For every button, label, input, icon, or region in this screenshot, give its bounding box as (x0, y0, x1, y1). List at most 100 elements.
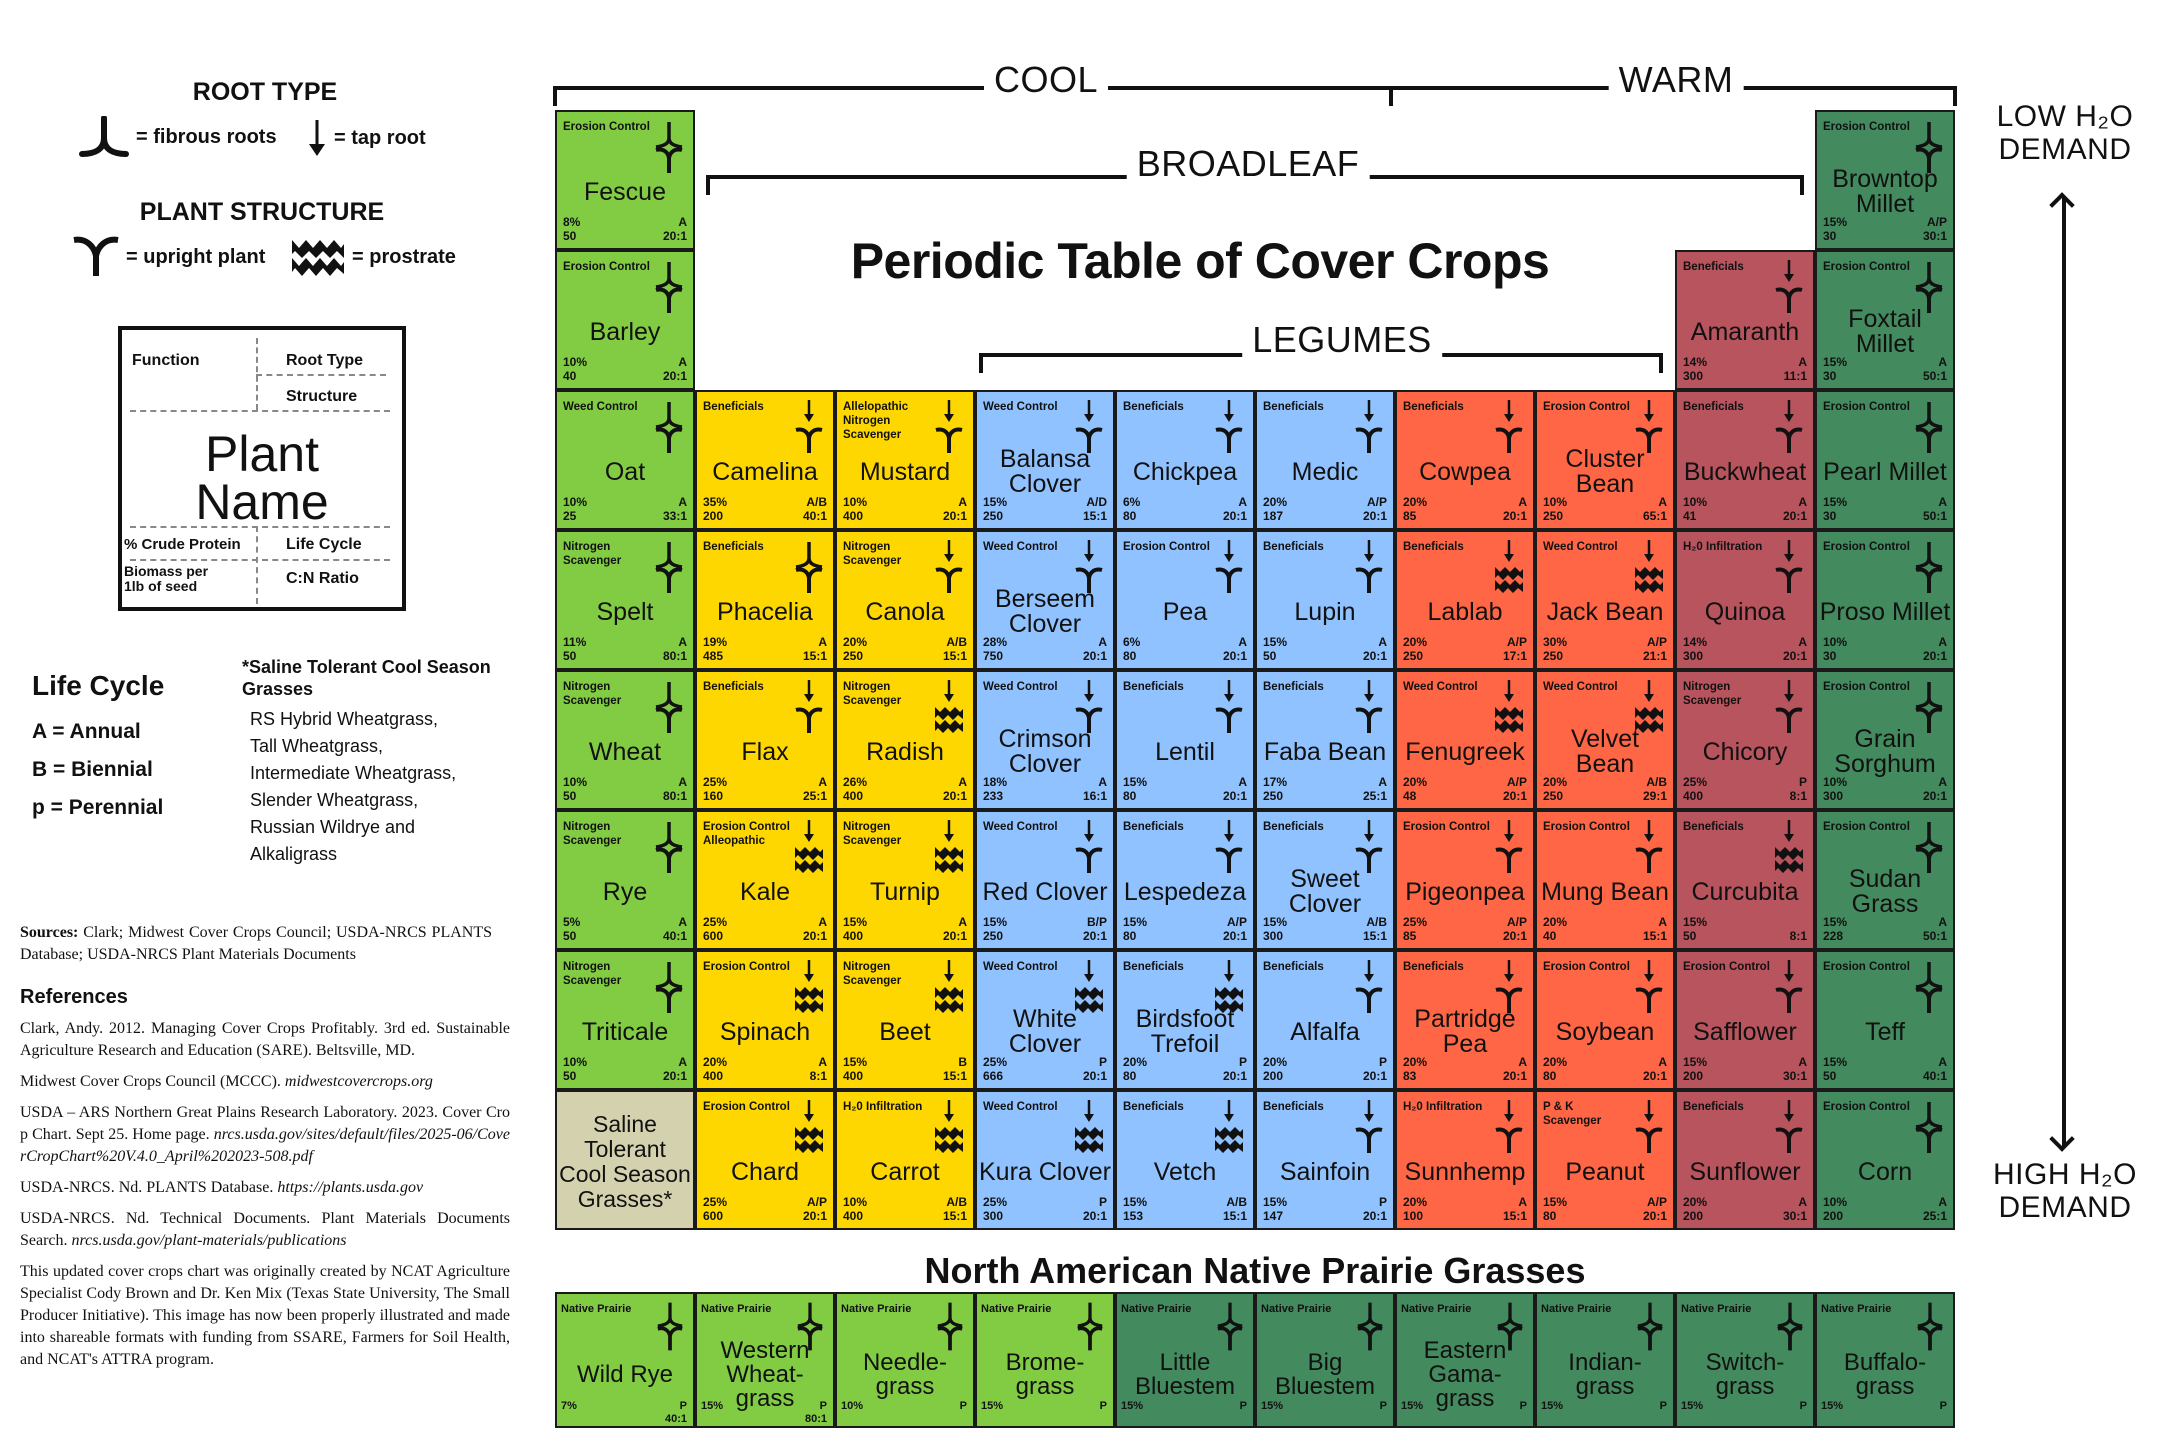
crop-cell-oat: Weed Control Oat 10% 25 A 33:1 (555, 390, 695, 530)
crop-cn-ratio: 20:1 (1922, 789, 1947, 803)
crop-protein: 15% (1123, 1195, 1148, 1209)
crop-life-cn: A/P 20:1 (1503, 915, 1527, 943)
crop-protein-biomass: 20% 40 (1543, 915, 1567, 943)
fibrous-root-upright-icon (1915, 1102, 1943, 1153)
crop-biomass: 30 (1823, 369, 1837, 383)
crop-life-cn: A/P 17:1 (1503, 635, 1527, 663)
legend-tap: = tap root (306, 118, 426, 158)
crop-protein: 15% (1263, 635, 1288, 649)
crop-life-cycle: A (958, 915, 967, 929)
key-plant-name-line2: Name (195, 474, 329, 530)
prairie-cell-wild-rye: Native Prairie Wild Rye 7% P 40:1 (555, 1292, 695, 1428)
crop-life-cycle: A (958, 775, 967, 789)
crop-cell-balansa-clover: Weed Control Balansa Clover 15% 250 A/D 15:1 (975, 390, 1115, 530)
crop-cn-ratio: 15:1 (1642, 929, 1667, 943)
crop-biomass: 250 (843, 649, 864, 663)
crop-function: Erosion Control (1823, 401, 1910, 413)
tap-root-prostrate-icon (935, 960, 963, 1013)
crop-name: Indian-grass (1568, 1349, 1642, 1400)
crop-cell-wheat: Nitrogen Scavenger Wheat 10% 50 A 80:1 (555, 670, 695, 810)
crop-life-cycle: A (818, 635, 827, 649)
crop-life-cycle: A (678, 215, 687, 229)
crop-function: Native Prairie (1681, 1303, 1752, 1315)
crop-protein-biomass: 25% 400 (1683, 775, 1707, 803)
crop-protein: 10% (563, 495, 588, 509)
crop-protein: 10% (841, 1400, 864, 1412)
tap-root-upright-icon (1215, 820, 1243, 873)
sources-label: Sources: (20, 924, 79, 941)
crop-protein-biomass: 20% 250 (1543, 775, 1567, 803)
crop-biomass: 250 (1543, 509, 1564, 523)
crop-name: Alfalfa (1290, 1017, 1360, 1046)
crop-cn-ratio: 29:1 (1642, 789, 1667, 803)
crop-cell-fenugreek: Weed Control Fenugreek 20% 48 A/P 20:1 (1395, 670, 1535, 810)
crop-function: Erosion Control (563, 261, 650, 273)
reference-link[interactable]: nrcs.usda.gov/plant-materials/publicatio… (71, 1232, 347, 1249)
crop-cn-ratio: 20:1 (1082, 649, 1107, 663)
crop-cn-ratio: 20:1 (802, 929, 827, 943)
crop-name: Browntop Millet (1832, 165, 1938, 218)
crop-function: Nitrogen Scavenger (563, 821, 622, 847)
crop-cn-ratio: 40:1 (662, 929, 687, 943)
reference-text: Midwest Cover Crops Council (MCCC). (20, 1073, 285, 1090)
crop-name: Pigeonpea (1405, 877, 1525, 906)
crop-life-cycle: A (1658, 915, 1667, 929)
crop-function: Beneficials (1263, 541, 1324, 553)
tap-root-upright-icon (1355, 540, 1383, 593)
crop-function: Nitrogen Scavenger (563, 541, 622, 567)
crop-name: Birdsfoot Trefoil (1135, 1005, 1235, 1058)
crop-cn-ratio: 20:1 (1082, 929, 1107, 943)
crop-protein-biomass: 15% 300 (1263, 915, 1287, 943)
reference-link[interactable]: https://plants.usda.gov (277, 1179, 424, 1196)
saline-note-item: Tall Wheatgrass, (250, 736, 384, 756)
crop-cell-pigeonpea: Erosion Control Pigeonpea 25% 85 A/P 20:1 (1395, 810, 1535, 950)
crop-protein: 15% (1823, 495, 1848, 509)
cool-label: COOL (983, 62, 1109, 98)
crop-name: Medic (1291, 457, 1359, 486)
crop-life-cn: A 25:1 (1363, 775, 1387, 803)
crop-cell-radish: Nitrogen Scavenger Radish 26% 400 A 20:1 (835, 670, 975, 810)
crop-function: Erosion Control (703, 1101, 790, 1113)
crop-cell-birdsfoot-trefoil: Beneficials Birdsfoot Trefoil 20% 80 P 20:1 (1115, 950, 1255, 1090)
crop-life-cycle: P (1799, 1400, 1807, 1412)
crop-life-cn: A 50:1 (1923, 915, 1947, 943)
crop-function: H₂0 Infiltration (843, 1101, 923, 1113)
crop-life-cycle: A (1938, 775, 1947, 789)
tap-root-upright-icon (1495, 1100, 1523, 1153)
crop-cell-camelina: Beneficials Camelina 35% 200 A/B 40:1 (695, 390, 835, 530)
reference-link[interactable]: midwestcovercrops.org (284, 1073, 433, 1090)
crop-cn-ratio: 80:1 (804, 1413, 827, 1425)
crop-name: Lupin (1294, 597, 1356, 626)
crop-protein: 15% (1683, 1055, 1708, 1069)
crop-life-cycle: A (1938, 495, 1947, 509)
crop-life-cn: A 20:1 (943, 915, 967, 943)
crop-life-cycle: P (1099, 1400, 1107, 1412)
crop-life-cycle: A (1798, 355, 1807, 369)
crop-protein: 7% (561, 1400, 577, 1412)
fibrous-root-upright-icon (655, 542, 683, 593)
crop-protein: 15% (1683, 915, 1708, 929)
crop-function: Beneficials (1683, 401, 1744, 413)
crop-life-cn: A 80:1 (663, 775, 687, 803)
fibrous-root-upright-icon (1077, 1302, 1103, 1351)
crop-life-cycle: A (1518, 1195, 1527, 1209)
crop-protein-biomass: 15% 50 (1683, 915, 1707, 943)
crop-protein: 15% (1261, 1400, 1284, 1412)
crop-biomass: 300 (1823, 789, 1844, 803)
crop-protein-biomass: 20% 187 (1263, 495, 1287, 523)
crop-name: Sainfoin (1279, 1157, 1371, 1186)
crop-protein: 25% (1683, 775, 1708, 789)
crop-function: Beneficials (1403, 541, 1464, 553)
warm-label: WARM (1608, 62, 1744, 98)
crop-biomass: 200 (1683, 1209, 1704, 1223)
crop-cell-sainfoin: Beneficials Sainfoin 15% 147 P 20:1 (1255, 1090, 1395, 1230)
crop-protein: 20% (1263, 495, 1288, 509)
tap-root-upright-icon (1775, 1100, 1803, 1153)
crop-protein: 20% (1543, 915, 1568, 929)
crop-name: Carrot (870, 1157, 940, 1186)
crop-name: Triticale (581, 1017, 669, 1046)
crop-protein-biomass: 20% 200 (1263, 1055, 1287, 1083)
reference-text: USDA – ARS Northern Great Plains Researc… (20, 1104, 510, 1143)
crop-cell-canola: Nitrogen Scavenger Canola 20% 250 A/B 15:1 (835, 530, 975, 670)
reference-link[interactable]: nrcs.usda.gov/sites/default/files/2025-0… (20, 1126, 510, 1165)
